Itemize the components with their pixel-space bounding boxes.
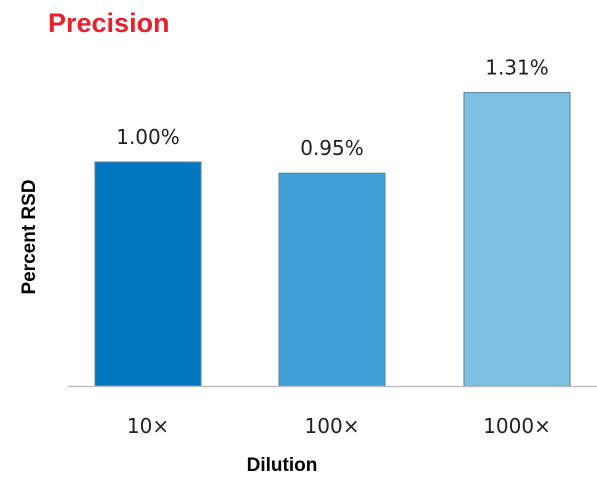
x-axis-label: Dilution	[246, 455, 318, 476]
bar-1	[94, 161, 202, 387]
bar-2	[278, 172, 386, 387]
data-label-2: 0.95%	[300, 136, 364, 160]
x-tick-label-2: 100×	[305, 414, 360, 438]
bar-3	[463, 92, 571, 387]
chart-title: Precision	[48, 8, 170, 38]
x-tick-label-3: 1000×	[483, 414, 551, 438]
data-label-3: 1.31%	[485, 56, 549, 80]
data-label-1: 1.00%	[116, 125, 180, 149]
x-tick-label-1: 10×	[127, 414, 169, 438]
